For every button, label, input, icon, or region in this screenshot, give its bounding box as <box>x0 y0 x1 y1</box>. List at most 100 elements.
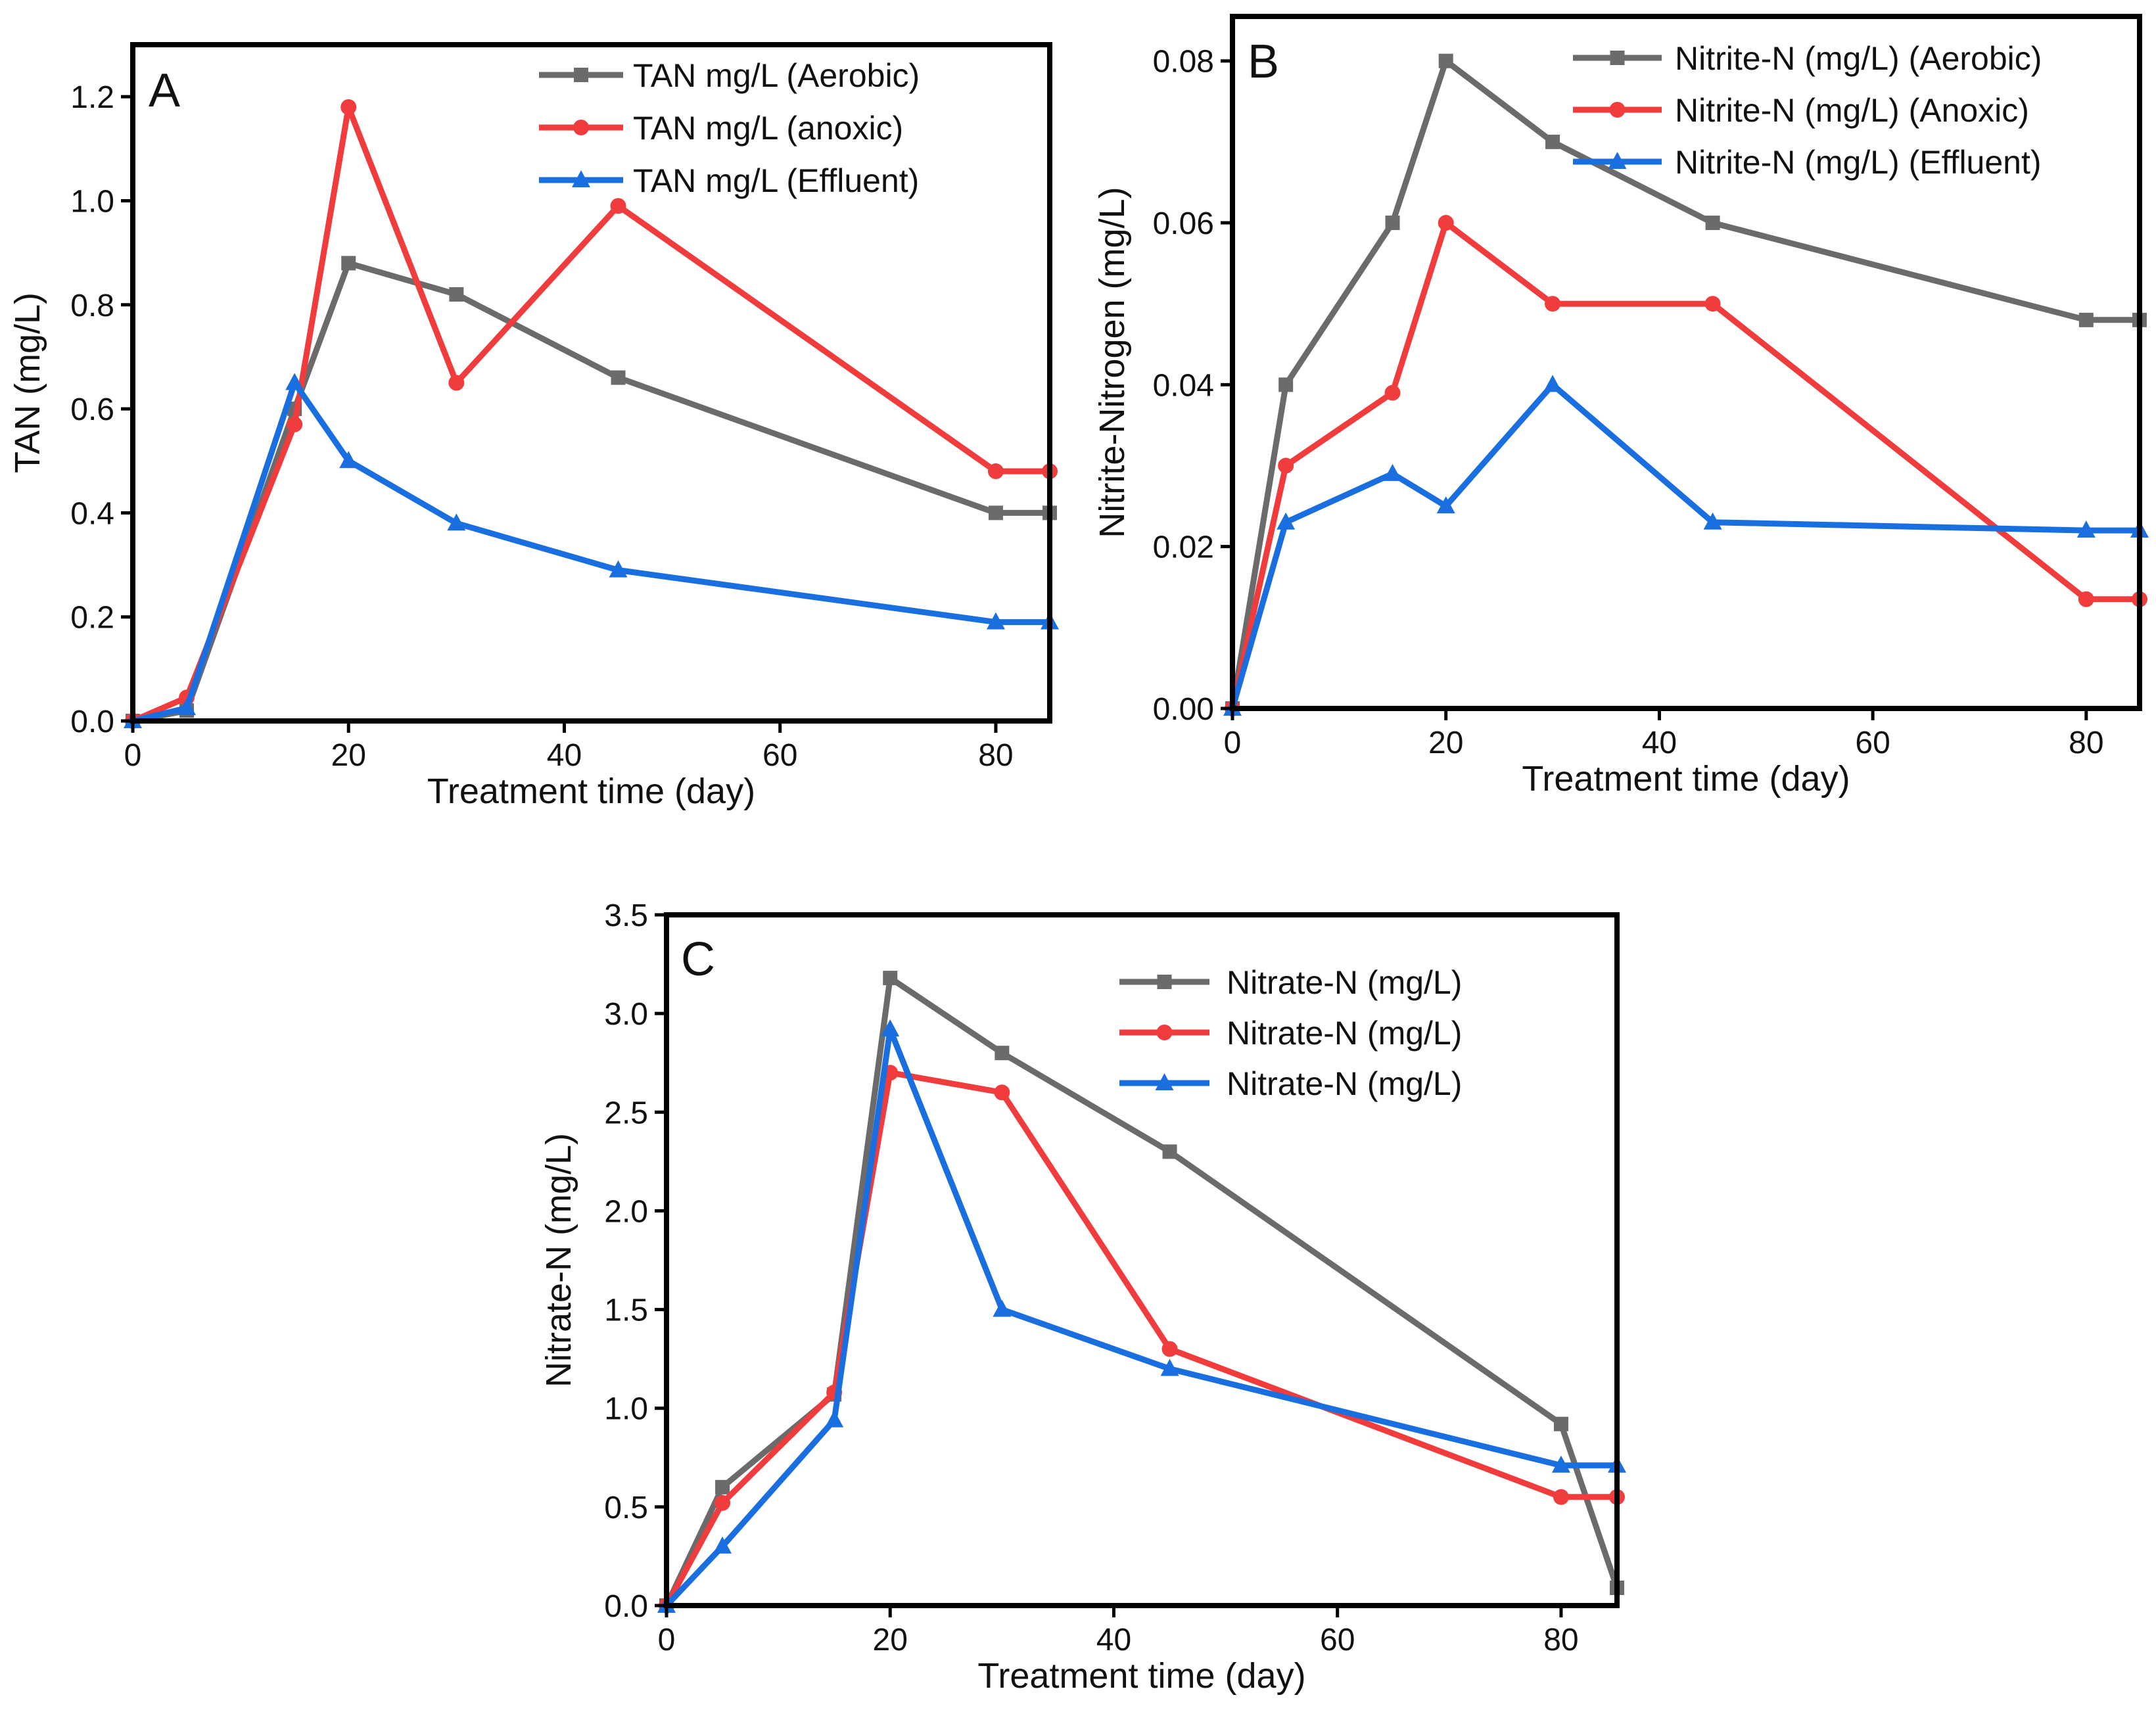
panel-c-series-1-point <box>1162 1144 1177 1159</box>
panel-c-series-3-line <box>663 1026 1620 1609</box>
panel-c-y-tick-label: 2.5 <box>604 1096 648 1130</box>
panel-c-x-axis-title: Treatment time (day) <box>977 1656 1305 1696</box>
panel-c-series-1-point <box>1553 1416 1568 1431</box>
panel-a-frame <box>130 42 1052 724</box>
panel-b-series-3-line <box>1229 381 2143 712</box>
panel-a-y-tick-label: 1.0 <box>70 184 114 219</box>
panel-b-series-1-point <box>1705 216 1720 231</box>
panel-b-y-tick-label: 0.00 <box>1153 692 1214 727</box>
panel-c-legend-marker-1 <box>1157 975 1172 989</box>
panel-b-series-2-point <box>1704 296 1721 312</box>
panel-a-y-tick-label: 1.2 <box>70 80 114 115</box>
panel-c-frame <box>664 912 1620 1608</box>
panel-a-series-2-line <box>129 104 1053 724</box>
panel-a-series-1-point <box>341 256 356 271</box>
panel-b-series-3-point <box>1543 375 1562 392</box>
panel-a-series-3-point <box>285 373 304 390</box>
panel-b-series-2-point <box>1278 457 1294 474</box>
panel-b-series-3-point <box>2076 521 2096 538</box>
panel-b-series-1-point <box>1278 377 1294 392</box>
panel-c-series-1 <box>659 971 1624 1613</box>
panel-b-series-1-point <box>1438 53 1453 68</box>
panel-a-series-3-point <box>177 698 197 716</box>
panel-c-series-2-line <box>663 1069 1620 1609</box>
panel-c-legend-marker-3 <box>1155 1073 1174 1090</box>
panel-a-x-axis-title: Treatment time (day) <box>427 772 755 811</box>
panel-c-y-tick-label: 3.0 <box>604 997 648 1032</box>
panel-a-x-tick-label: 40 <box>547 738 582 773</box>
panel-a-legend: TAN mg/L (Aerobic) TAN mg/L (anoxic) TAN m… <box>539 57 920 199</box>
panel-c-series-2 <box>659 1065 1625 1613</box>
panel-a-x-tick-label: 60 <box>762 738 797 773</box>
panel-a-y-tick-label: 0.4 <box>70 496 114 531</box>
panel-c-legend-marker-2 <box>1156 1025 1173 1040</box>
panel-b-legend-marker-3 <box>1608 152 1627 169</box>
panel-c-legend-label-1: Nitrate-N (mg/L) <box>1227 964 1462 1001</box>
panel-a-series-1-point <box>988 505 1003 521</box>
panel-b-x-tick-label: 80 <box>2069 726 2103 760</box>
panel-b-legend-marker-1 <box>1610 51 1625 65</box>
panel-b-series-1-line <box>1229 58 2143 712</box>
panel-b-x-tick-label: 60 <box>1855 726 1890 760</box>
panel-b-x-tick-label: 20 <box>1428 726 1463 760</box>
panel-b-letter: B <box>1248 35 1279 88</box>
panel-c-series-3-point <box>825 1410 844 1427</box>
panel-b-series-2-point <box>1438 215 1454 231</box>
panel-b-y-tick-label: 0.06 <box>1153 206 1214 241</box>
panel-b-series-2 <box>1225 215 2147 716</box>
panel-c-series-2-point <box>1553 1489 1569 1505</box>
panel-a-series-3-point <box>609 560 628 578</box>
panel-a-series-3-point <box>447 513 466 531</box>
panel-a-x-tick-label: 20 <box>331 738 366 773</box>
panel-c-legend-label-3: Nitrate-N (mg/L) <box>1227 1065 1462 1102</box>
panel-a-y-tick-label: 0.8 <box>70 289 114 323</box>
panel-a-legend-label-2: TAN mg/L (anoxic) <box>633 110 903 147</box>
panel-a-y-tick-label: 0.2 <box>70 601 114 636</box>
panel-c-series-1-point <box>883 971 898 986</box>
panel-c-series-2-point <box>1161 1341 1178 1357</box>
panel-a-y-tick-label: 0.6 <box>70 392 114 427</box>
panel-b-series-3-point <box>1703 512 1722 530</box>
panel-b-series-3-point <box>1436 496 1455 514</box>
panel-b-series-2-line <box>1229 220 2143 712</box>
panel-c-series-3-point <box>1551 1455 1570 1473</box>
panel-a-series-3 <box>124 373 1059 728</box>
panel-c-x-tick-label: 60 <box>1320 1623 1355 1657</box>
panel-c-x-tick-label: 0 <box>658 1623 676 1657</box>
panel-b-y-tick-label: 0.08 <box>1153 45 1214 80</box>
panel-a-series-3-point <box>339 451 358 469</box>
panel-b-y-tick-label: 0.04 <box>1153 368 1214 403</box>
panel-b: 0 20 40 60 80 0.00 0.02 0.04 0.06 0.08 Treatment t… <box>1092 14 2149 799</box>
panel-c-series-3 <box>657 1019 1626 1613</box>
panel-c-series-3-point <box>1160 1358 1179 1376</box>
panel-b-series-2-point <box>1384 384 1401 401</box>
panel-b-series-3-point <box>1383 463 1402 481</box>
panel-b-legend: Nitrite-N (mg/L) (Aerobic) Nitrite-N (mg/… <box>1573 40 2042 181</box>
panel-c-series-3-point <box>881 1019 900 1037</box>
panel-a: 0 20 40 60 80 0.0 0.2 0.4 0.6 0.8 1.0 1.2 Treatment … <box>8 42 1059 811</box>
panel-c-y-tick-label: 2.0 <box>604 1194 648 1229</box>
panel-b-legend-label-2: Nitrite-N (mg/L) (Anoxic) <box>1675 92 2029 129</box>
panel-a-series-2-point <box>610 198 626 214</box>
panel-b-frame <box>1230 14 2142 711</box>
panel-a-legend-label-3: TAN mg/L (Effluent) <box>633 162 919 199</box>
panel-c-y-tick-label: 3.5 <box>604 898 648 933</box>
panel-c-y-tick-label: 1.5 <box>604 1293 648 1328</box>
panel-b-y-tick-label: 0.02 <box>1153 530 1214 565</box>
panel-b-series-3-point <box>1277 512 1296 530</box>
panel-c: 0 20 40 60 80 0.0 0.5 1.0 1.5 2.0 2.5 3.0 3.5 Treatme… <box>539 898 1626 1696</box>
panel-c-legend-label-2: Nitrate-N (mg/L) <box>1227 1015 1462 1052</box>
panel-b-series-1 <box>1225 53 2147 716</box>
panel-b-series-2-point <box>2078 591 2094 607</box>
panel-c-series-2-point <box>994 1084 1010 1101</box>
panel-a-legend-marker-1 <box>574 68 588 82</box>
panel-a-y-axis-title: TAN (mg/L) <box>8 292 47 473</box>
panel-c-series-1-line <box>663 975 1620 1609</box>
panel-a-series-2-point <box>987 463 1004 480</box>
panel-b-series-1-point <box>1385 216 1400 231</box>
panel-c-legend: Nitrate-N (mg/L) Nitrate-N (mg/L) Nitrate-… <box>1119 964 1462 1102</box>
panel-a-series-1-point <box>449 287 464 302</box>
panel-b-x-tick-label: 0 <box>1224 726 1242 760</box>
panel-a-series-1-point <box>611 370 626 385</box>
